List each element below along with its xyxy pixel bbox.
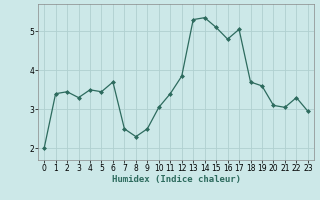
X-axis label: Humidex (Indice chaleur): Humidex (Indice chaleur) [111,175,241,184]
